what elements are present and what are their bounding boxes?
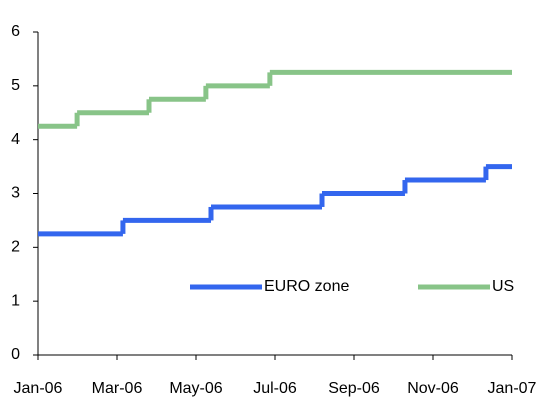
y-tick-label: 1 xyxy=(11,292,20,309)
y-tick-label: 0 xyxy=(11,346,20,363)
x-tick-label: Mar-06 xyxy=(92,380,143,397)
y-tick-label: 3 xyxy=(11,185,20,202)
x-tick-label: Sep-06 xyxy=(328,380,380,397)
x-tick-label: May-06 xyxy=(169,380,222,397)
x-tick-label: Jan-06 xyxy=(14,380,63,397)
legend-label: US xyxy=(492,278,514,295)
y-tick-label: 6 xyxy=(11,23,20,40)
legend-label: EURO zone xyxy=(264,278,349,295)
y-tick-label: 2 xyxy=(11,239,20,256)
y-tick-label: 5 xyxy=(11,77,20,94)
x-tick-label: Nov-06 xyxy=(407,380,459,397)
x-tick-label: Jul-06 xyxy=(253,380,297,397)
y-tick-label: 4 xyxy=(11,131,20,148)
x-tick-label: Jan-07 xyxy=(488,380,537,397)
